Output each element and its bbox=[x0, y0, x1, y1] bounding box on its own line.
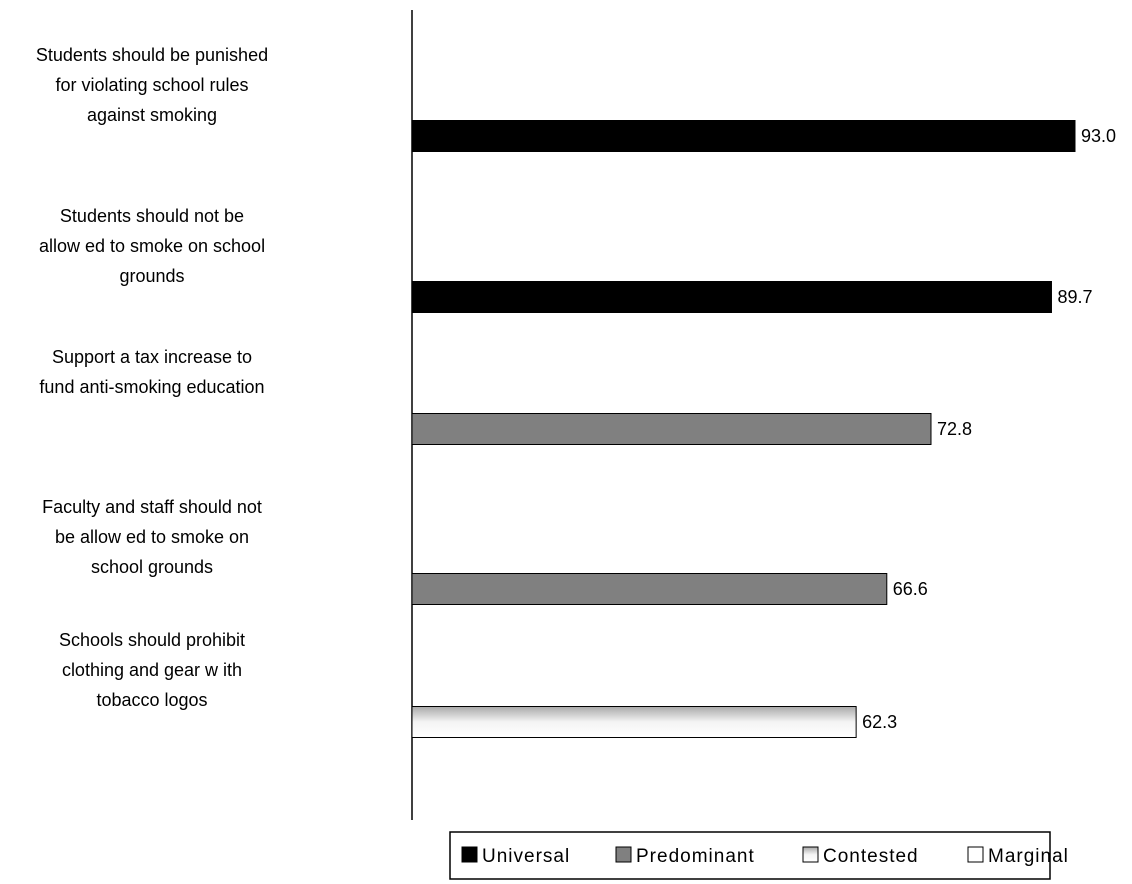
category-label: Support a tax increase to fund anti-smoki… bbox=[39, 347, 264, 397]
category-label: Schools should prohibit clothing and gear… bbox=[59, 630, 245, 710]
bars: 93.0 89.7 72.8 66.6 62.3 bbox=[411, 120, 1116, 738]
bar bbox=[411, 120, 1076, 152]
legend-box bbox=[449, 831, 1051, 880]
data-label: 72.8 bbox=[937, 419, 972, 439]
bar bbox=[411, 413, 932, 445]
data-label: 89.7 bbox=[1057, 287, 1092, 307]
category-label: Students should be punished for violating… bbox=[36, 45, 268, 125]
data-label: 62.3 bbox=[862, 712, 897, 732]
legend-label: Marginal bbox=[988, 846, 1069, 867]
legend-swatch bbox=[615, 846, 632, 863]
legend-label: Universal bbox=[482, 846, 570, 867]
legend-label: Predominant bbox=[636, 846, 755, 867]
bar bbox=[411, 706, 857, 738]
legend-swatch bbox=[967, 846, 984, 863]
legend-swatch bbox=[461, 846, 478, 863]
category-labels: Students should be punished for violating… bbox=[36, 45, 268, 710]
legend-swatch bbox=[802, 846, 819, 863]
legend: Universal Predominant Contested Marginal bbox=[449, 831, 1069, 880]
category-label: Students should not be allow ed to smoke … bbox=[39, 206, 265, 286]
bar bbox=[411, 573, 888, 605]
category-label: Faculty and staff should not be allow ed … bbox=[42, 497, 262, 577]
legend-label: Contested bbox=[823, 846, 919, 867]
data-label: 66.6 bbox=[893, 579, 928, 599]
data-label: 93.0 bbox=[1081, 126, 1116, 146]
bar bbox=[411, 281, 1052, 313]
